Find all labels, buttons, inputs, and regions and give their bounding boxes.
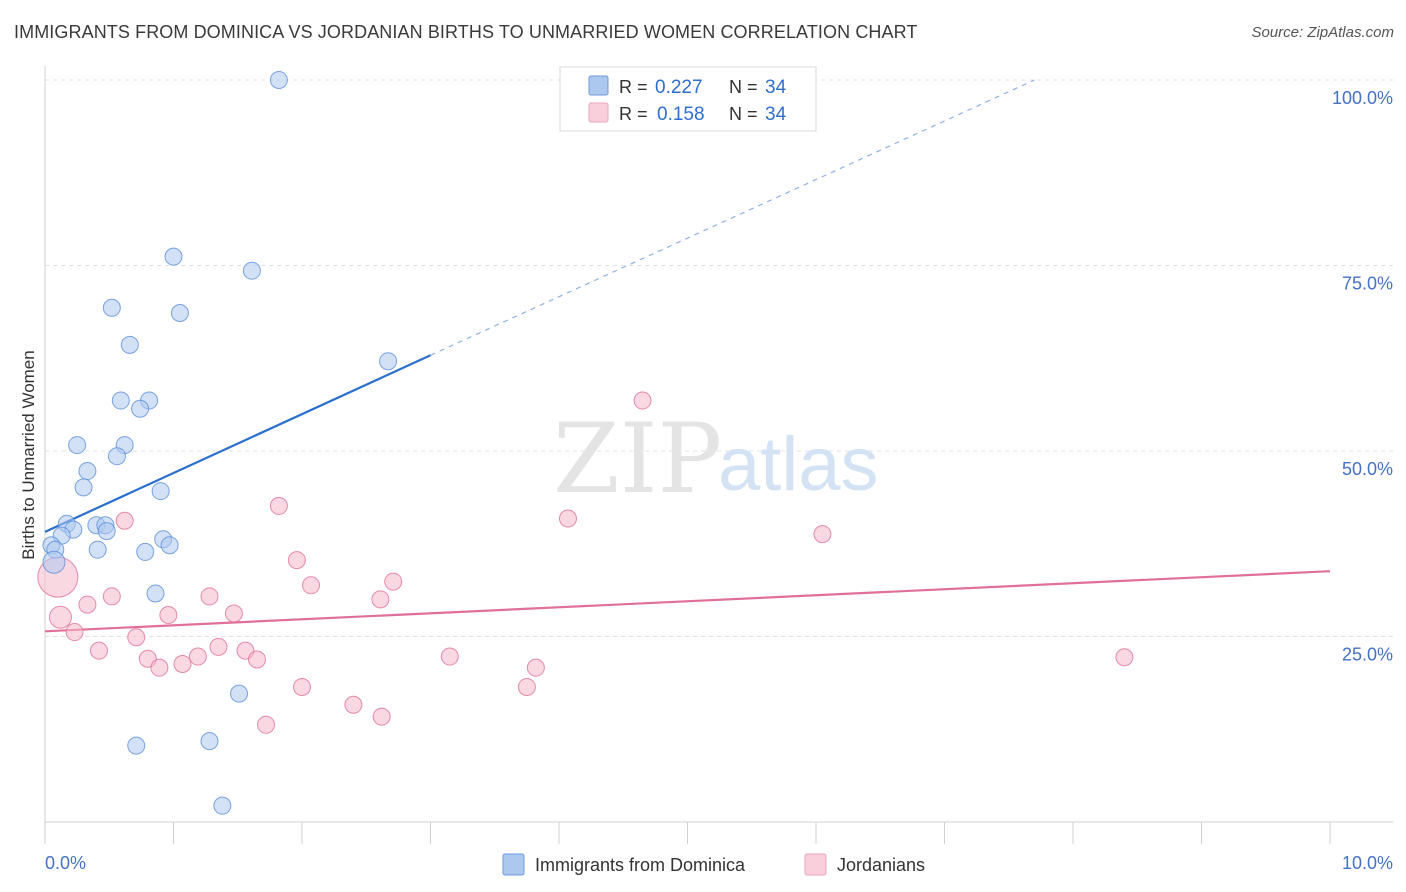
data-point-dominica bbox=[160, 536, 179, 555]
data-point-jordanians bbox=[102, 587, 121, 606]
data-point-jordanians bbox=[159, 605, 178, 624]
data-point-dominica bbox=[78, 462, 97, 481]
data-point-jordanians bbox=[78, 595, 97, 614]
data-point-jordanians bbox=[384, 572, 403, 591]
data-point-jordanians bbox=[287, 551, 306, 570]
data-point-jordanians bbox=[257, 715, 276, 734]
tick-labels: 25.0% 50.0% 75.0% 100.0% 0.0% 10.0% bbox=[45, 88, 1393, 873]
data-point-jordanians bbox=[371, 590, 390, 609]
data-point-dominica bbox=[127, 736, 146, 755]
data-point-jordanians bbox=[209, 637, 228, 656]
watermark: ZIP atlas bbox=[553, 403, 879, 515]
data-point-dominica bbox=[230, 684, 249, 703]
trend-line-jordanians bbox=[44, 570, 1331, 633]
data-point-dominica bbox=[379, 352, 398, 371]
data-point-jordanians bbox=[440, 647, 459, 666]
data-point-dominica bbox=[164, 247, 183, 266]
data-point-jordanians bbox=[344, 695, 363, 714]
trend-lines bbox=[44, 79, 1331, 633]
data-point-dominica bbox=[146, 584, 165, 603]
data-point-dominica bbox=[42, 550, 66, 574]
trend-line-dominica-extension bbox=[430, 79, 1035, 356]
data-point-dominica bbox=[102, 298, 121, 317]
chart-title: IMMIGRANTS FROM DOMINICA VS JORDANIAN BI… bbox=[14, 22, 918, 42]
data-point-jordanians bbox=[517, 677, 536, 696]
legend-swatch-dominica bbox=[502, 853, 525, 876]
legend-top-r-label-1: R = bbox=[619, 77, 648, 97]
data-point-dominica bbox=[111, 391, 130, 410]
data-point-dominica bbox=[136, 542, 155, 561]
y-tick-label: 50.0% bbox=[1342, 459, 1393, 479]
data-point-jordanians bbox=[200, 587, 219, 606]
data-point-dominica bbox=[170, 303, 189, 322]
grid-lines bbox=[45, 79, 1393, 637]
data-point-jordanians bbox=[813, 525, 832, 544]
legend-top-r-value-2: 0.158 bbox=[657, 104, 705, 125]
legend-top-swatch-blue bbox=[588, 75, 609, 96]
y-axis-label: Births to Unmarried Women bbox=[19, 350, 38, 559]
data-points bbox=[37, 71, 1134, 815]
axes bbox=[44, 66, 1393, 844]
data-point-jordanians bbox=[65, 623, 84, 642]
legend-label-jordanians: Jordanians bbox=[837, 855, 925, 875]
data-point-dominica bbox=[151, 482, 170, 501]
data-point-jordanians bbox=[558, 509, 577, 528]
data-point-dominica bbox=[131, 399, 150, 418]
data-point-dominica bbox=[200, 732, 219, 751]
data-point-dominica bbox=[242, 261, 261, 280]
data-point-dominica bbox=[107, 447, 126, 466]
data-point-dominica bbox=[120, 335, 139, 354]
data-point-jordanians bbox=[127, 628, 146, 647]
legend-bottom: Immigrants from Dominica Jordanians bbox=[502, 853, 925, 876]
x-tick-label: 10.0% bbox=[1342, 853, 1393, 873]
legend-top: R = 0.227 N = 34 R = 0.158 N = 34 bbox=[559, 66, 817, 132]
data-point-dominica bbox=[74, 478, 93, 497]
legend-top-n-value-2: 34 bbox=[765, 104, 787, 125]
source-label: Source: ZipAtlas.com bbox=[1251, 24, 1394, 41]
legend-label-dominica: Immigrants from Dominica bbox=[535, 855, 746, 875]
data-point-jordanians bbox=[526, 658, 545, 677]
y-tick-label: 100.0% bbox=[1332, 88, 1393, 108]
legend-top-n-value-1: 34 bbox=[765, 77, 787, 98]
y-tick-label: 75.0% bbox=[1342, 274, 1393, 294]
data-point-jordanians bbox=[293, 677, 311, 696]
data-point-jordanians bbox=[224, 604, 243, 623]
data-point-jordanians bbox=[115, 511, 134, 530]
data-point-jordanians bbox=[89, 641, 108, 660]
watermark-zip: ZIP bbox=[553, 403, 722, 515]
trend-line-dominica bbox=[44, 354, 431, 533]
y-tick-label: 25.0% bbox=[1342, 645, 1393, 665]
data-point-dominica bbox=[213, 796, 232, 815]
legend-top-r-label-2: R = bbox=[619, 104, 648, 124]
legend-top-r-value-1: 0.227 bbox=[655, 77, 703, 98]
watermark-atlas: atlas bbox=[718, 422, 879, 507]
legend-top-n-label-1: N = bbox=[729, 77, 758, 97]
data-point-dominica bbox=[97, 522, 116, 541]
data-point-jordanians bbox=[301, 576, 320, 595]
data-point-jordanians bbox=[173, 654, 192, 673]
data-point-jordanians bbox=[150, 658, 169, 677]
x-tick-label: 0.0% bbox=[45, 853, 86, 873]
data-point-jordanians bbox=[372, 707, 391, 726]
data-point-dominica bbox=[68, 436, 87, 455]
data-point-jordanians bbox=[633, 391, 652, 410]
data-point-jordanians bbox=[188, 647, 207, 666]
data-point-dominica bbox=[88, 540, 107, 559]
legend-swatch-jordanians bbox=[804, 853, 827, 876]
data-point-jordanians bbox=[48, 605, 72, 629]
data-point-jordanians bbox=[269, 496, 288, 515]
legend-top-n-label-2: N = bbox=[729, 104, 758, 124]
data-point-jordanians bbox=[1115, 648, 1134, 667]
data-point-dominica bbox=[269, 71, 288, 89]
legend-top-swatch-pink bbox=[588, 102, 609, 123]
data-point-jordanians bbox=[248, 650, 267, 669]
